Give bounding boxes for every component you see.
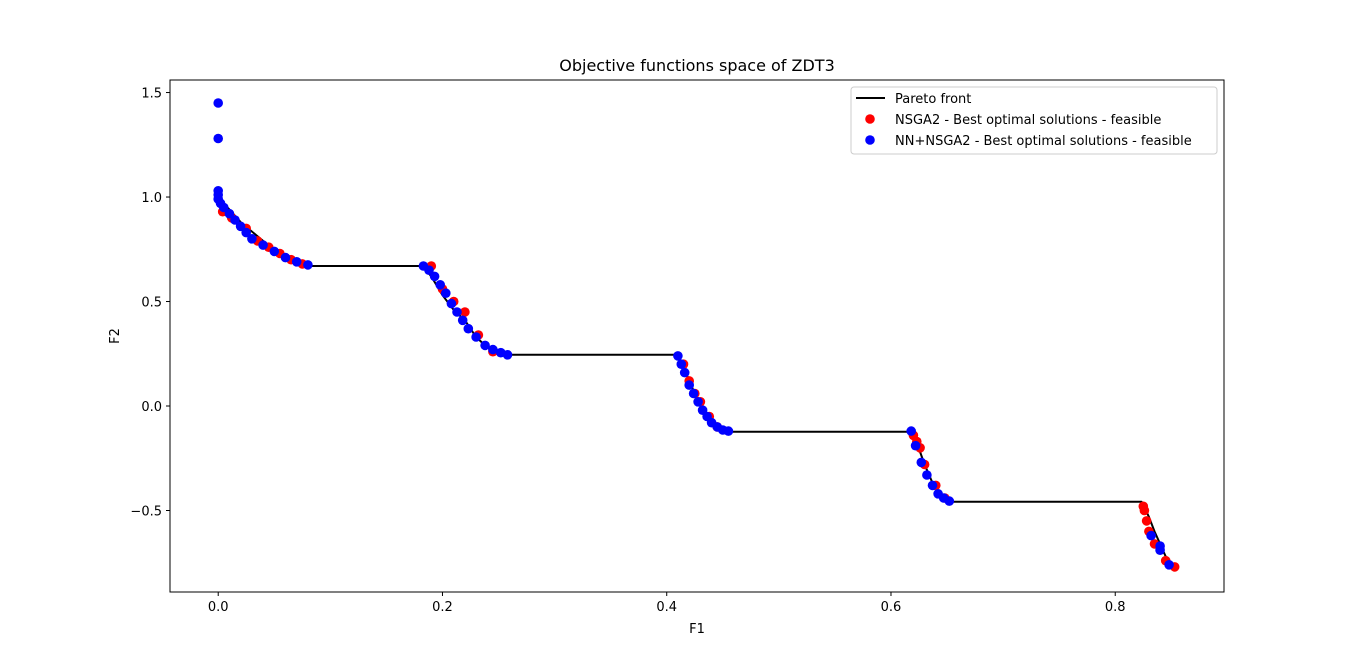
nn-nsga2-point — [463, 323, 474, 334]
nn-nsga2-point — [280, 252, 291, 263]
nn-nsga2-point — [224, 208, 235, 219]
nn-nsga2-point — [922, 470, 932, 480]
nn-nsga2-point — [676, 359, 687, 370]
nn-nsga2-point — [452, 307, 462, 317]
nn-nsga2-point — [303, 260, 313, 270]
nn-nsga2-point — [1146, 530, 1156, 541]
legend-label-pareto-front: Pareto front — [895, 92, 971, 107]
nn-nsga2-point — [1164, 560, 1174, 570]
axes-frame — [169, 79, 1225, 593]
x-axis-ticks: 0.0 0.2 0.4 0.6 0.8 — [208, 592, 1126, 615]
x-tick-label: 0.6 — [881, 600, 902, 615]
nn-nsga2-point — [446, 298, 457, 309]
y-tick-label: −0.5 — [130, 504, 162, 519]
nn-nsga2-point — [435, 280, 446, 290]
nn-nsga2-point — [441, 288, 451, 299]
nn-nsga2-point — [247, 234, 257, 244]
chart-title: Objective functions space of ZDT3 — [559, 56, 835, 75]
nn-nsga2-point — [906, 426, 916, 436]
nn-nsga2-point — [693, 397, 703, 407]
y-tick-label: 0.0 — [141, 400, 162, 415]
nn-nsga2-point — [457, 315, 468, 326]
plot-area — [169, 79, 1225, 593]
nn-nsga2-point — [291, 257, 302, 267]
legend-box — [850, 86, 1218, 155]
nn-nsga2-point — [480, 340, 490, 351]
nsga2-point — [1139, 505, 1150, 516]
nn-nsga2-point — [429, 271, 440, 282]
nsga2-point — [1141, 516, 1152, 526]
nn-nsga2-point — [424, 265, 434, 276]
legend-marker-nn-nsga2 — [865, 135, 875, 145]
nn-nsga2-point — [673, 351, 683, 361]
x-tick-label: 0.2 — [432, 600, 453, 615]
nn-nsga2-point — [230, 215, 240, 225]
nn-nsga2-point — [235, 221, 246, 232]
nn-nsga2-points — [213, 98, 1174, 570]
y-tick-label: 1.0 — [141, 191, 162, 206]
series-layer — [213, 98, 1180, 572]
nn-nsga2-point — [679, 367, 690, 378]
nn-nsga2-point — [471, 332, 481, 342]
legend-marker-nsga2 — [865, 114, 875, 124]
nn-nsga2-point — [1155, 545, 1165, 555]
legend-label-nsga2: NSGA2 - Best optimal solutions - feasibl… — [895, 113, 1161, 128]
x-tick-label: 0.0 — [208, 600, 229, 615]
y-tick-label: 0.5 — [141, 296, 162, 311]
nn-nsga2-point — [684, 380, 694, 390]
nn-nsga2-point — [219, 202, 229, 213]
x-tick-label: 0.4 — [656, 600, 677, 615]
nn-nsga2-point — [916, 457, 927, 468]
nn-nsga2-point — [213, 133, 223, 144]
y-axis-ticks: −0.5 0.0 0.5 1.0 1.5 — [130, 87, 170, 519]
legend-label-nn-nsga2: NN+NSGA2 - Best optimal solutions - feas… — [895, 134, 1192, 149]
nn-nsga2-point — [241, 227, 251, 238]
nn-nsga2-point — [258, 240, 268, 250]
nsga2-point — [460, 307, 470, 317]
nn-nsga2-point — [944, 496, 955, 506]
nn-nsga2-point — [488, 344, 498, 355]
nn-nsga2-point — [927, 480, 938, 491]
x-axis-label: F1 — [689, 622, 705, 637]
nn-nsga2-point — [910, 440, 921, 451]
y-axis-label: F2 — [108, 328, 123, 344]
nn-nsga2-point — [269, 246, 280, 257]
nn-nsga2-point — [688, 388, 699, 399]
y-tick-label: 1.5 — [141, 87, 162, 102]
x-tick-label: 0.8 — [1105, 600, 1126, 615]
legend: Pareto front NSGA2 - Best optimal soluti… — [850, 86, 1218, 155]
nn-nsga2-point — [502, 350, 513, 360]
nn-nsga2-point — [213, 98, 223, 108]
nn-nsga2-point — [723, 426, 734, 436]
